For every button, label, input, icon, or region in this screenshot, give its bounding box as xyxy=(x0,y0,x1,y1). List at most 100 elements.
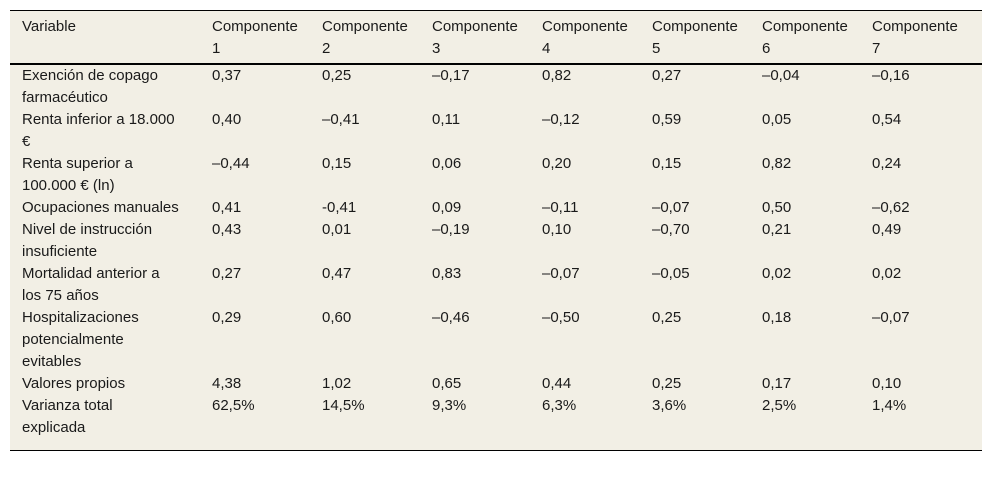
value-cell: 0,65 xyxy=(432,375,462,392)
table-row: Ocupaciones manuales 0,41 -0,41 0,09 –0,11 –0… xyxy=(10,197,982,219)
header-line-2: 7 xyxy=(872,40,881,57)
header-line-1: Componente xyxy=(872,18,958,35)
value-cell: –0,05 xyxy=(652,265,690,282)
value-cell: 0,02 xyxy=(762,265,792,282)
value-cell: 2,5% xyxy=(762,397,797,414)
value-cell: 0,83 xyxy=(432,265,462,282)
pca-components-table: Variable Componente 1 Componente 2 Componente… xyxy=(10,10,982,451)
value-cell: 3,6% xyxy=(652,397,687,414)
header-line-2: 2 xyxy=(322,40,331,57)
table-row: Mortalidad anterior a los 75 años 0,27 0,4… xyxy=(10,263,982,307)
value-cell: –0,12 xyxy=(542,111,580,128)
value-cell: –0,17 xyxy=(432,67,470,84)
value-cell: 14,5% xyxy=(322,397,365,414)
table-row: Valores propios 4,38 1,02 0,65 0,44 0,25 0,17 0… xyxy=(10,373,982,395)
value-cell: 0,24 xyxy=(872,155,902,172)
header-cell-componente-5: Componente 5 xyxy=(652,11,762,65)
value-cell: 0,17 xyxy=(762,375,792,392)
value-cell: 0,29 xyxy=(212,309,242,326)
header-line-1: Componente xyxy=(432,18,518,35)
value-cell: 1,4% xyxy=(872,397,907,414)
row-label: Nivel de instrucción insuficiente xyxy=(22,221,153,260)
table-row: Varianza total explicada 62,5% 14,5% 9,3% 6,… xyxy=(10,395,982,451)
value-cell: –0,07 xyxy=(652,199,690,216)
table-row: Nivel de instrucción insuficiente 0,43 0,0… xyxy=(10,219,982,263)
value-cell: 0,09 xyxy=(432,199,462,216)
value-cell: 0,37 xyxy=(212,67,242,84)
value-cell: 62,5% xyxy=(212,397,255,414)
table-header-row: Variable Componente 1 Componente 2 Componente… xyxy=(10,11,982,65)
value-cell: 0,02 xyxy=(872,265,902,282)
header-line-2: 6 xyxy=(762,40,771,57)
header-line-2: 1 xyxy=(212,40,221,57)
value-cell: 0,10 xyxy=(872,375,902,392)
value-cell: 0,05 xyxy=(762,111,792,128)
value-cell: –0,62 xyxy=(872,199,910,216)
value-cell: 0,27 xyxy=(212,265,242,282)
value-cell: –0,11 xyxy=(542,199,579,216)
value-cell: 0,25 xyxy=(652,375,682,392)
table-body: Exención de copago farmacéutico 0,37 0,25 –… xyxy=(10,64,982,451)
table-row: Renta superior a 100.000 € (ln) –0,44 0,15… xyxy=(10,153,982,197)
value-cell: 0,20 xyxy=(542,155,572,172)
value-cell: 1,02 xyxy=(322,375,352,392)
value-cell: 4,38 xyxy=(212,375,242,392)
header-cell-componente-4: Componente 4 xyxy=(542,11,652,65)
header-line-1: Componente xyxy=(762,18,848,35)
header-line-1: Componente xyxy=(322,18,408,35)
value-cell: 6,3% xyxy=(542,397,577,414)
header-line-2: 4 xyxy=(542,40,551,57)
row-label: Renta superior a 100.000 € (ln) xyxy=(22,155,133,194)
header-cell-componente-2: Componente 2 xyxy=(322,11,432,65)
value-cell: –0,04 xyxy=(762,67,800,84)
value-cell: 0,11 xyxy=(432,111,461,128)
value-cell: –0,44 xyxy=(212,155,250,172)
value-cell: 0,40 xyxy=(212,111,242,128)
value-cell: 0,25 xyxy=(322,67,352,84)
value-cell: –0,07 xyxy=(872,309,910,326)
value-cell: 0,18 xyxy=(762,309,792,326)
value-cell: 0,50 xyxy=(762,199,792,216)
table-row: Exención de copago farmacéutico 0,37 0,25 –… xyxy=(10,64,982,109)
row-label: Renta inferior a 18.000 € xyxy=(22,111,175,150)
header-cell-componente-6: Componente 6 xyxy=(762,11,872,65)
row-label: Valores propios xyxy=(22,375,126,392)
value-cell: 9,3% xyxy=(432,397,467,414)
value-cell: 0,10 xyxy=(542,221,572,238)
header-line-1: Componente xyxy=(212,18,298,35)
value-cell: –0,46 xyxy=(432,309,470,326)
row-label: Hospitalizaciones potencialmente evitabl… xyxy=(22,309,139,370)
header-line-1: Variable xyxy=(22,18,76,35)
value-cell: –0,07 xyxy=(542,265,580,282)
value-cell: 0,15 xyxy=(322,155,352,172)
value-cell: 0,82 xyxy=(762,155,792,172)
value-cell: 0,47 xyxy=(322,265,352,282)
value-cell: 0,49 xyxy=(872,221,902,238)
value-cell: 0,60 xyxy=(322,309,352,326)
header-line-2: 3 xyxy=(432,40,441,57)
value-cell: 0,01 xyxy=(322,221,352,238)
value-cell: 0,27 xyxy=(652,67,682,84)
value-cell: –0,50 xyxy=(542,309,580,326)
table-row: Renta inferior a 18.000 € 0,40 –0,41 0,11 –0… xyxy=(10,109,982,153)
header-cell-componente-3: Componente 3 xyxy=(432,11,542,65)
value-cell: 0,25 xyxy=(652,309,682,326)
header-cell-variable: Variable xyxy=(10,11,212,65)
value-cell: –0,16 xyxy=(872,67,910,84)
value-cell: 0,54 xyxy=(872,111,902,128)
header-cell-componente-1: Componente 1 xyxy=(212,11,322,65)
value-cell: –0,41 xyxy=(322,111,360,128)
table-header: Variable Componente 1 Componente 2 Componente… xyxy=(10,11,982,65)
header-line-2: 5 xyxy=(652,40,661,57)
value-cell: 0,15 xyxy=(652,155,682,172)
value-cell: 0,59 xyxy=(652,111,682,128)
value-cell: –0,70 xyxy=(652,221,690,238)
value-cell: 0,06 xyxy=(432,155,462,172)
row-label: Exención de copago farmacéutico xyxy=(22,67,158,106)
table-row: Hospitalizaciones potencialmente evitabl… xyxy=(10,307,982,373)
header-line-1: Componente xyxy=(542,18,628,35)
value-cell: 0,82 xyxy=(542,67,572,84)
value-cell: 0,43 xyxy=(212,221,242,238)
value-cell: –0,19 xyxy=(432,221,470,238)
